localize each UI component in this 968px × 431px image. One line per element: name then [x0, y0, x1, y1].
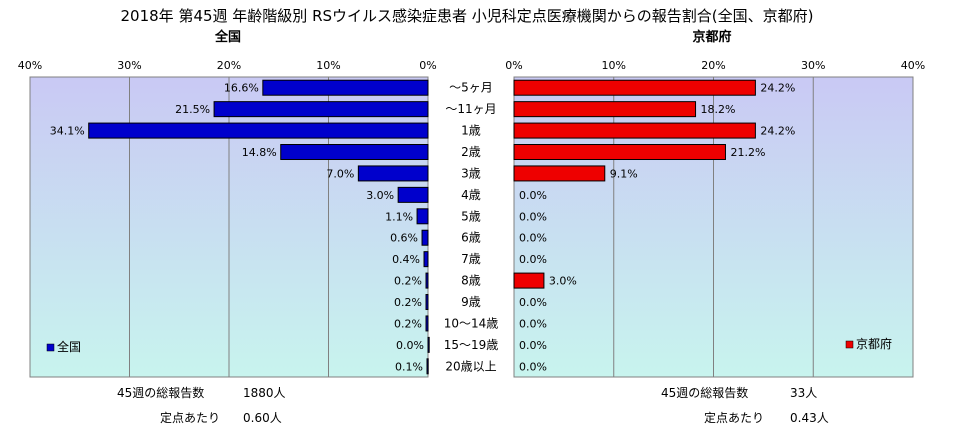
kyoto-ticks: 0% 10% 20% 30% 40%: [505, 59, 925, 72]
kyoto-bar-label: 0.0%: [519, 189, 547, 202]
kyoto-legend-swatch: [845, 340, 854, 349]
national-bar: [425, 315, 429, 332]
kyoto-bar-label: 21.2%: [730, 146, 765, 159]
kyoto-panel-title: 京都府: [692, 29, 731, 45]
national-bar: [213, 101, 429, 118]
national-reports-value: 1880人: [243, 386, 286, 400]
national-bar: [416, 208, 429, 225]
national-bar: [427, 336, 430, 353]
age-category-label: 5歳: [461, 209, 481, 223]
national-bar: [357, 165, 429, 182]
kyoto-legend-label: 京都府: [856, 336, 892, 351]
age-category-label: ～11ヶ月: [445, 102, 496, 116]
national-tick-label: 10%: [316, 59, 340, 72]
national-bar-label: 3.0%: [366, 189, 394, 202]
age-category-label: 10～14歳: [444, 316, 499, 330]
national-tick-label: 0%: [419, 59, 436, 72]
national-reports-label: 45週の総報告数: [117, 385, 204, 400]
kyoto-bar-label: 24.2%: [760, 82, 795, 95]
age-category-label: ～5ヶ月: [449, 81, 493, 95]
national-bar-label: 0.4%: [392, 253, 420, 266]
national-panel-title: 全国: [214, 29, 241, 45]
national-bar: [262, 79, 429, 96]
national-bar: [425, 272, 429, 289]
national-summary: 45週の総報告数 1880人 定点あたり 0.60人: [117, 385, 286, 425]
national-bar-label: 21.5%: [175, 103, 210, 116]
national-legend-label: 全国: [57, 339, 81, 354]
age-category-label: 4歳: [461, 188, 481, 202]
kyoto-bar: [513, 272, 545, 289]
national-bar-label: 0.2%: [394, 317, 422, 330]
national-bar: [423, 251, 429, 268]
kyoto-tick-label: 20%: [701, 59, 725, 72]
national-tick-label: 40%: [18, 59, 42, 72]
age-category-label: 2歳: [461, 145, 481, 159]
age-category-label: 8歳: [461, 274, 481, 288]
kyoto-panel: 0% 10% 20% 30% 40% 24.2% 18.2% 24.2% 21.2% 9.1% 0…: [505, 59, 925, 378]
kyoto-bar: [513, 144, 726, 161]
national-bar-label: 14.8%: [242, 146, 277, 159]
kyoto-bar: [513, 165, 606, 182]
kyoto-bar-label: 24.2%: [760, 125, 795, 138]
national-bar: [88, 122, 429, 139]
national-per-label: 定点あたり: [160, 410, 220, 425]
kyoto-bar-label: 0.0%: [519, 339, 547, 352]
national-tick-label: 20%: [217, 59, 241, 72]
national-bar-label: 0.6%: [390, 232, 418, 245]
kyoto-per-label: 定点あたり: [704, 410, 764, 425]
age-category-label: 20歳以上: [445, 359, 496, 373]
national-bar: [421, 229, 429, 246]
national-bar-label: 34.1%: [50, 125, 85, 138]
kyoto-bar-label: 0.0%: [519, 232, 547, 245]
kyoto-tick-label: 0%: [505, 59, 522, 72]
kyoto-tick-label: 10%: [602, 59, 626, 72]
kyoto-bar-label: 0.0%: [519, 296, 547, 309]
kyoto-tick-label: 40%: [901, 59, 925, 72]
kyoto-bar: [513, 79, 756, 96]
kyoto-tick-label: 30%: [801, 59, 825, 72]
kyoto-bar: [513, 122, 756, 139]
age-category-label: 7歳: [461, 252, 481, 266]
kyoto-reports-label: 45週の総報告数: [661, 385, 748, 400]
national-bar: [426, 358, 429, 375]
kyoto-bar-label: 18.2%: [701, 103, 736, 116]
age-category-label: 15～19歳: [444, 338, 499, 352]
national-bar-label: 7.0%: [326, 167, 354, 180]
kyoto-bar-label: 9.1%: [610, 167, 638, 180]
national-bars: [88, 79, 430, 375]
age-category-label: 9歳: [461, 295, 481, 309]
kyoto-summary: 45週の総報告数 33人 定点あたり 0.43人: [661, 385, 829, 425]
national-bar: [425, 294, 429, 311]
age-category-label: 6歳: [461, 231, 481, 245]
national-legend-swatch: [46, 343, 55, 352]
age-category-labels: ～5ヶ月 ～11ヶ月 1歳 2歳 3歳 4歳 5歳 6歳 7歳 8歳 9歳 10～14歳 15～19歳 2…: [444, 81, 499, 374]
national-bar-label: 16.6%: [224, 82, 259, 95]
age-category-label: 3歳: [461, 166, 481, 180]
kyoto-per-value: 0.43人: [790, 411, 829, 425]
national-bar-label: 0.2%: [394, 296, 422, 309]
national-bar-label: 0.1%: [395, 360, 423, 373]
national-bar: [280, 144, 429, 161]
national-panel: 40% 30% 20% 10% 0% 16.6% 21.5% 34.1% 14.8% 7.0% 3…: [18, 59, 437, 378]
national-ticks: 40% 30% 20% 10% 0%: [18, 59, 437, 72]
kyoto-bar-label: 3.0%: [549, 275, 577, 288]
kyoto-bars: [513, 79, 756, 289]
kyoto-reports-value: 33人: [790, 386, 817, 400]
age-category-label: 1歳: [461, 124, 481, 138]
kyoto-bar-label: 0.0%: [519, 253, 547, 266]
national-bar-label: 0.0%: [396, 339, 424, 352]
kyoto-bar-label: 0.0%: [519, 360, 547, 373]
national-tick-label: 30%: [117, 59, 141, 72]
national-data-labels: 16.6% 21.5% 34.1% 14.8% 7.0% 3.0% 1.1% 0.6% 0.4%…: [50, 82, 424, 374]
kyoto-bar-label: 0.0%: [519, 210, 547, 223]
kyoto-data-labels: 24.2% 18.2% 24.2% 21.2% 9.1% 0.0% 0.0% 0.0% 0.0%…: [519, 82, 795, 374]
national-bar-label: 1.1%: [385, 210, 413, 223]
national-bar-label: 0.2%: [394, 275, 422, 288]
kyoto-bar-label: 0.0%: [519, 317, 547, 330]
kyoto-bar: [513, 101, 697, 118]
national-bar: [397, 186, 429, 203]
national-per-value: 0.60人: [243, 411, 282, 425]
chart-title: 2018年 第45週 年齢階級別 RSウイルス感染症患者 小児科定点医療機関から…: [121, 7, 814, 25]
